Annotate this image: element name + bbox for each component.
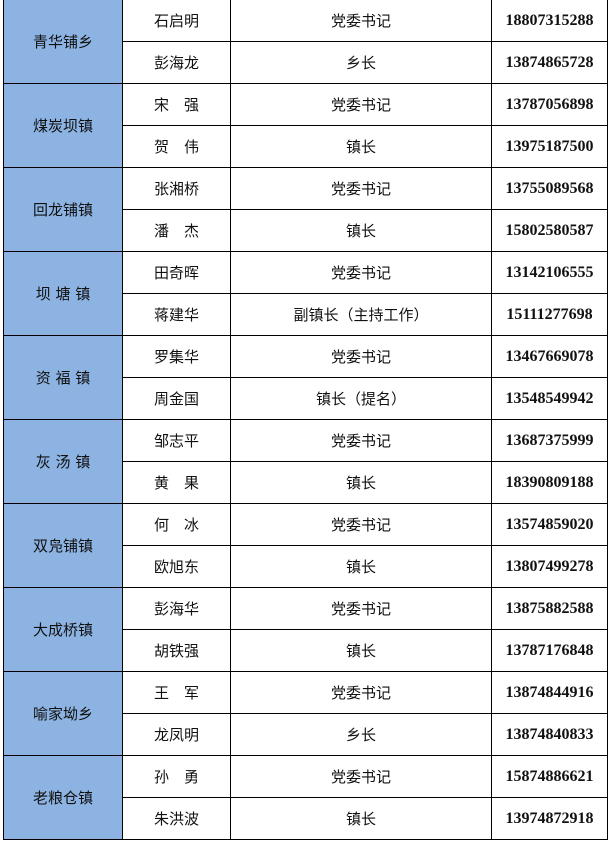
table-row: 龙凤明 乡长 13874840833: [4, 713, 608, 756]
title-cell: 镇长: [230, 125, 492, 168]
phone-cell: 13875882588: [491, 587, 608, 630]
title-cell: 党委书记: [230, 755, 492, 798]
name-cell: 潘 杰: [122, 209, 231, 252]
name-cell: 贺 伟: [122, 125, 231, 168]
name-cell: 何 冰: [122, 503, 231, 546]
title-cell: 乡长: [230, 41, 492, 84]
name-cell: 孙 勇: [122, 755, 231, 798]
name-cell: 石启明: [122, 0, 231, 42]
name-cell: 欧旭东: [122, 545, 231, 588]
name-cell: 邹志平: [122, 419, 231, 462]
title-cell: 党委书记: [230, 503, 492, 546]
phone-cell: 13548549942: [491, 377, 608, 420]
name-cell: 彭海龙: [122, 41, 231, 84]
name-cell: 张湘桥: [122, 167, 231, 210]
town-cell: 煤炭坝镇: [3, 83, 123, 168]
phone-cell: 15802580587: [491, 209, 608, 252]
name-cell: 罗集华: [122, 335, 231, 378]
title-cell: 镇长: [230, 209, 492, 252]
name-cell: 蒋建华: [122, 293, 231, 336]
table-row: 黄 果镇长 18390809188: [4, 461, 608, 504]
phone-cell: 18807315288: [491, 0, 608, 42]
phone-cell: 13787056898: [491, 83, 608, 126]
title-cell: 党委书记: [230, 167, 492, 210]
table-row: 煤炭坝镇宋 强党委书记 13787056898: [3, 83, 608, 168]
town-cell: 双凫铺镇: [3, 503, 123, 588]
phone-cell: 13874840833: [491, 713, 608, 756]
title-cell: 党委书记: [230, 587, 492, 630]
name-cell: 彭海华: [122, 587, 231, 630]
name-cell: 宋 强: [122, 83, 231, 126]
phone-cell: 15874886621: [491, 755, 608, 798]
table-row: 青华铺乡 石启明 党委书记 18807315288: [3, 0, 608, 84]
name-cell: 黄 果: [122, 461, 231, 504]
phone-cell: 15111277698: [491, 293, 608, 336]
phone-cell: 13807499278: [491, 545, 608, 588]
town-cell: 回龙铺镇: [3, 167, 123, 252]
title-cell: 镇长: [230, 797, 492, 840]
phone-cell: 13874844916: [491, 671, 608, 714]
phone-cell: 13142106555: [491, 251, 608, 294]
table-row: 欧旭东 镇长 13807499278: [4, 545, 608, 588]
name-cell: 周金国: [122, 377, 231, 420]
title-cell: 党委书记: [230, 419, 492, 462]
table-body: 青华铺乡 石启明 党委书记 18807315288 彭海龙 乡长 13874865728 煤炭…: [3, 0, 608, 840]
phone-cell: 13975187500: [491, 125, 608, 168]
phone-cell: 13574859020: [491, 503, 608, 546]
title-cell: 副镇长（主持工作）: [230, 293, 492, 336]
officials-contact-table: 青华铺乡 石启明 党委书记 18807315288 彭海龙 乡长 13874865728 煤炭…: [3, 0, 608, 840]
table-row: 双凫铺镇何 冰党委书记 13574859020: [3, 503, 608, 588]
town-cell: 坝 塘 镇: [3, 251, 123, 336]
title-cell: 镇长: [230, 545, 492, 588]
title-cell: 党委书记: [230, 0, 492, 42]
table-row: 回龙铺镇 张湘桥 党委书记 13755089568: [3, 167, 608, 252]
table-row: 彭海龙 乡长 13874865728: [4, 41, 608, 84]
town-cell: 喻家坳乡: [3, 671, 123, 756]
name-cell: 龙凤明: [122, 713, 231, 756]
name-cell: 田奇晖: [122, 251, 231, 294]
phone-cell: 13874865728: [491, 41, 608, 84]
phone-cell: 13687375999: [491, 419, 608, 462]
town-cell: 老粮仓镇: [3, 755, 123, 840]
title-cell: 党委书记: [230, 251, 492, 294]
table-row: 周金国 镇长（提名） 13548549942: [4, 377, 608, 420]
table-row: 灰 汤 镇邹志平 党委书记 13687375999: [3, 419, 608, 504]
town-cell: 大成桥镇: [3, 587, 123, 672]
title-cell: 党委书记: [230, 335, 492, 378]
town-cell: 灰 汤 镇: [3, 419, 123, 504]
table-row: 大成桥镇 彭海华 党委书记 13875882588: [3, 587, 608, 672]
name-cell: 王 军: [122, 671, 231, 714]
table-row: 老粮仓镇孙 勇党委书记 15874886621: [3, 755, 608, 840]
table-row: 贺 伟镇长 13975187500: [4, 125, 608, 168]
phone-cell: 18390809188: [491, 461, 608, 504]
table-row: 坝 塘 镇田奇晖 党委书记 13142106555: [3, 251, 608, 336]
title-cell: 镇长（提名）: [230, 377, 492, 420]
name-cell: 胡铁强: [122, 629, 231, 672]
town-cell: 资 福 镇: [3, 335, 123, 420]
title-cell: 党委书记: [230, 83, 492, 126]
table-row: 潘 杰镇长 15802580587: [4, 209, 608, 252]
phone-cell: 13467669078: [491, 335, 608, 378]
table-row: 资 福 镇罗集华 党委书记 13467669078: [3, 335, 608, 420]
name-cell: 朱洪波: [122, 797, 231, 840]
phone-cell: 13755089568: [491, 167, 608, 210]
table-row: 朱洪波 镇长 13974872918: [4, 797, 608, 840]
table-row: 喻家坳乡王 军党委书记 13874844916: [3, 671, 608, 756]
phone-cell: 13787176848: [491, 629, 608, 672]
title-cell: 镇长: [230, 461, 492, 504]
title-cell: 党委书记: [230, 671, 492, 714]
phone-cell: 13974872918: [491, 797, 608, 840]
town-cell: 青华铺乡: [3, 0, 123, 84]
title-cell: 镇长: [230, 629, 492, 672]
title-cell: 乡长: [230, 713, 492, 756]
